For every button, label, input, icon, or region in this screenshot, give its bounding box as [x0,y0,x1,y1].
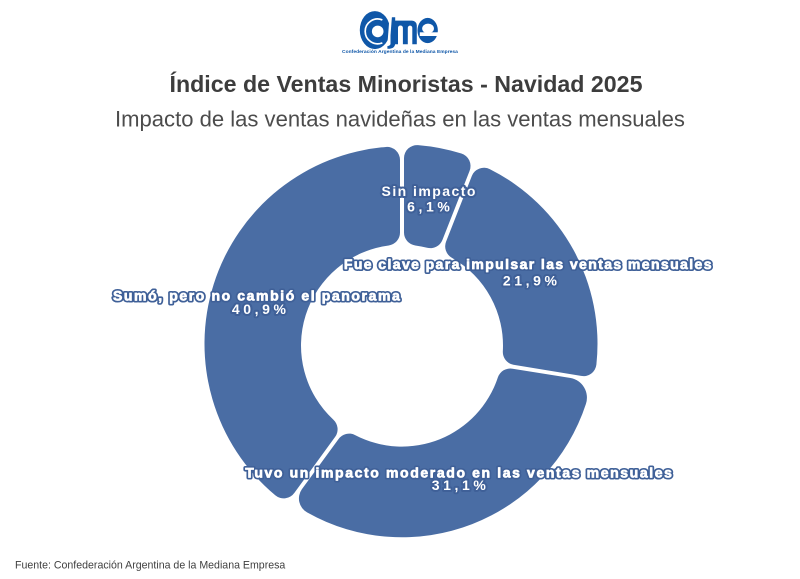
svg-text:31,1%: 31,1% [432,477,490,493]
svg-text:6,1%: 6,1% [407,199,453,215]
svg-text:Fue clave para impulsar las ve: Fue clave para impulsar las ventas mensu… [344,256,713,272]
svg-text:Sumó, pero no cambió el panora: Sumó, pero no cambió el panorama [113,287,401,303]
svg-text:Tuvo un impacto moderado en la: Tuvo un impacto moderado en las ventas m… [245,465,673,481]
svg-text:Confederación Argentina de la: Confederación Argentina de la Mediana Em… [342,49,458,55]
svg-text:Sin impacto: Sin impacto [382,183,477,199]
svg-text:Impacto de las ventas navideña: Impacto de las ventas navideñas en las v… [115,107,685,132]
svg-text:21,9%: 21,9% [503,273,561,289]
svg-text:Sumó, pero no cambió el panora: Sumó, pero no cambió el panorama [113,287,401,303]
svg-text:Índice de Ventas Minoristas -: Índice de Ventas Minoristas - Navidad 20… [170,70,643,97]
svg-text:Tuvo un impacto moderado en la: Tuvo un impacto moderado en las ventas m… [245,465,673,481]
svg-text:40,9%: 40,9% [232,301,290,317]
svg-text:Fuente: Confederación Argentin: Fuente: Confederación Argentina de la Me… [15,560,285,572]
svg-text:Fue clave para impulsar las ve: Fue clave para impulsar las ventas mensu… [344,256,713,272]
